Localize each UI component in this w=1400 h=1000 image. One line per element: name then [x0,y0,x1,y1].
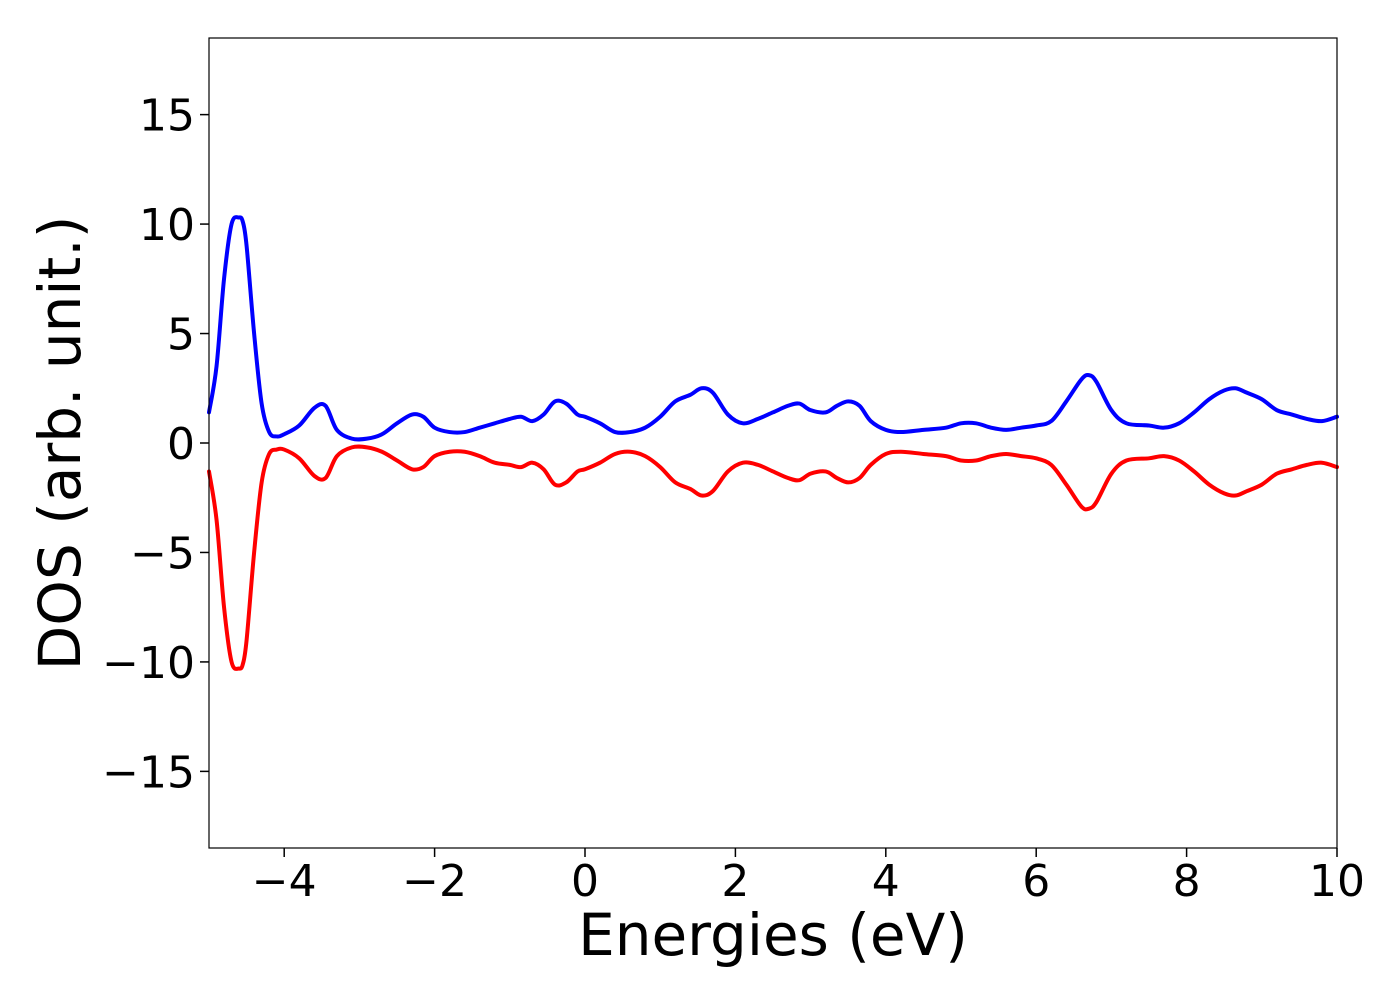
x-tick-label: 4 [872,856,900,907]
series-line-spin-down [207,444,1339,671]
x-tick-label: −4 [252,856,317,907]
x-tick-label: 10 [1309,856,1365,907]
y-axis-label: DOS (arb. unit.) [26,216,94,671]
x-tick-label: 0 [571,856,599,907]
x-axis-label: Energies (eV) [578,901,968,969]
x-tick-label: −2 [402,856,467,907]
y-tick-label: 0 [167,419,195,470]
x-axis: −4 −2 0 2 4 6 8 10 [252,848,1365,907]
y-tick-label: 5 [167,310,195,361]
plot-background [209,38,1337,848]
y-tick-label: 10 [139,200,195,251]
y-axis: −15 −10 −5 0 5 10 15 [102,91,209,798]
x-tick-label: 6 [1022,856,1050,907]
y-tick-label: −10 [102,638,195,689]
x-tick-label: 8 [1173,856,1201,907]
series-layer [207,215,1339,671]
series-line-spin-up [207,215,1339,442]
y-tick-label: −15 [102,747,195,798]
y-tick-label: −5 [130,528,195,579]
y-tick-label: 15 [139,91,195,142]
x-tick-label: 2 [721,856,749,907]
